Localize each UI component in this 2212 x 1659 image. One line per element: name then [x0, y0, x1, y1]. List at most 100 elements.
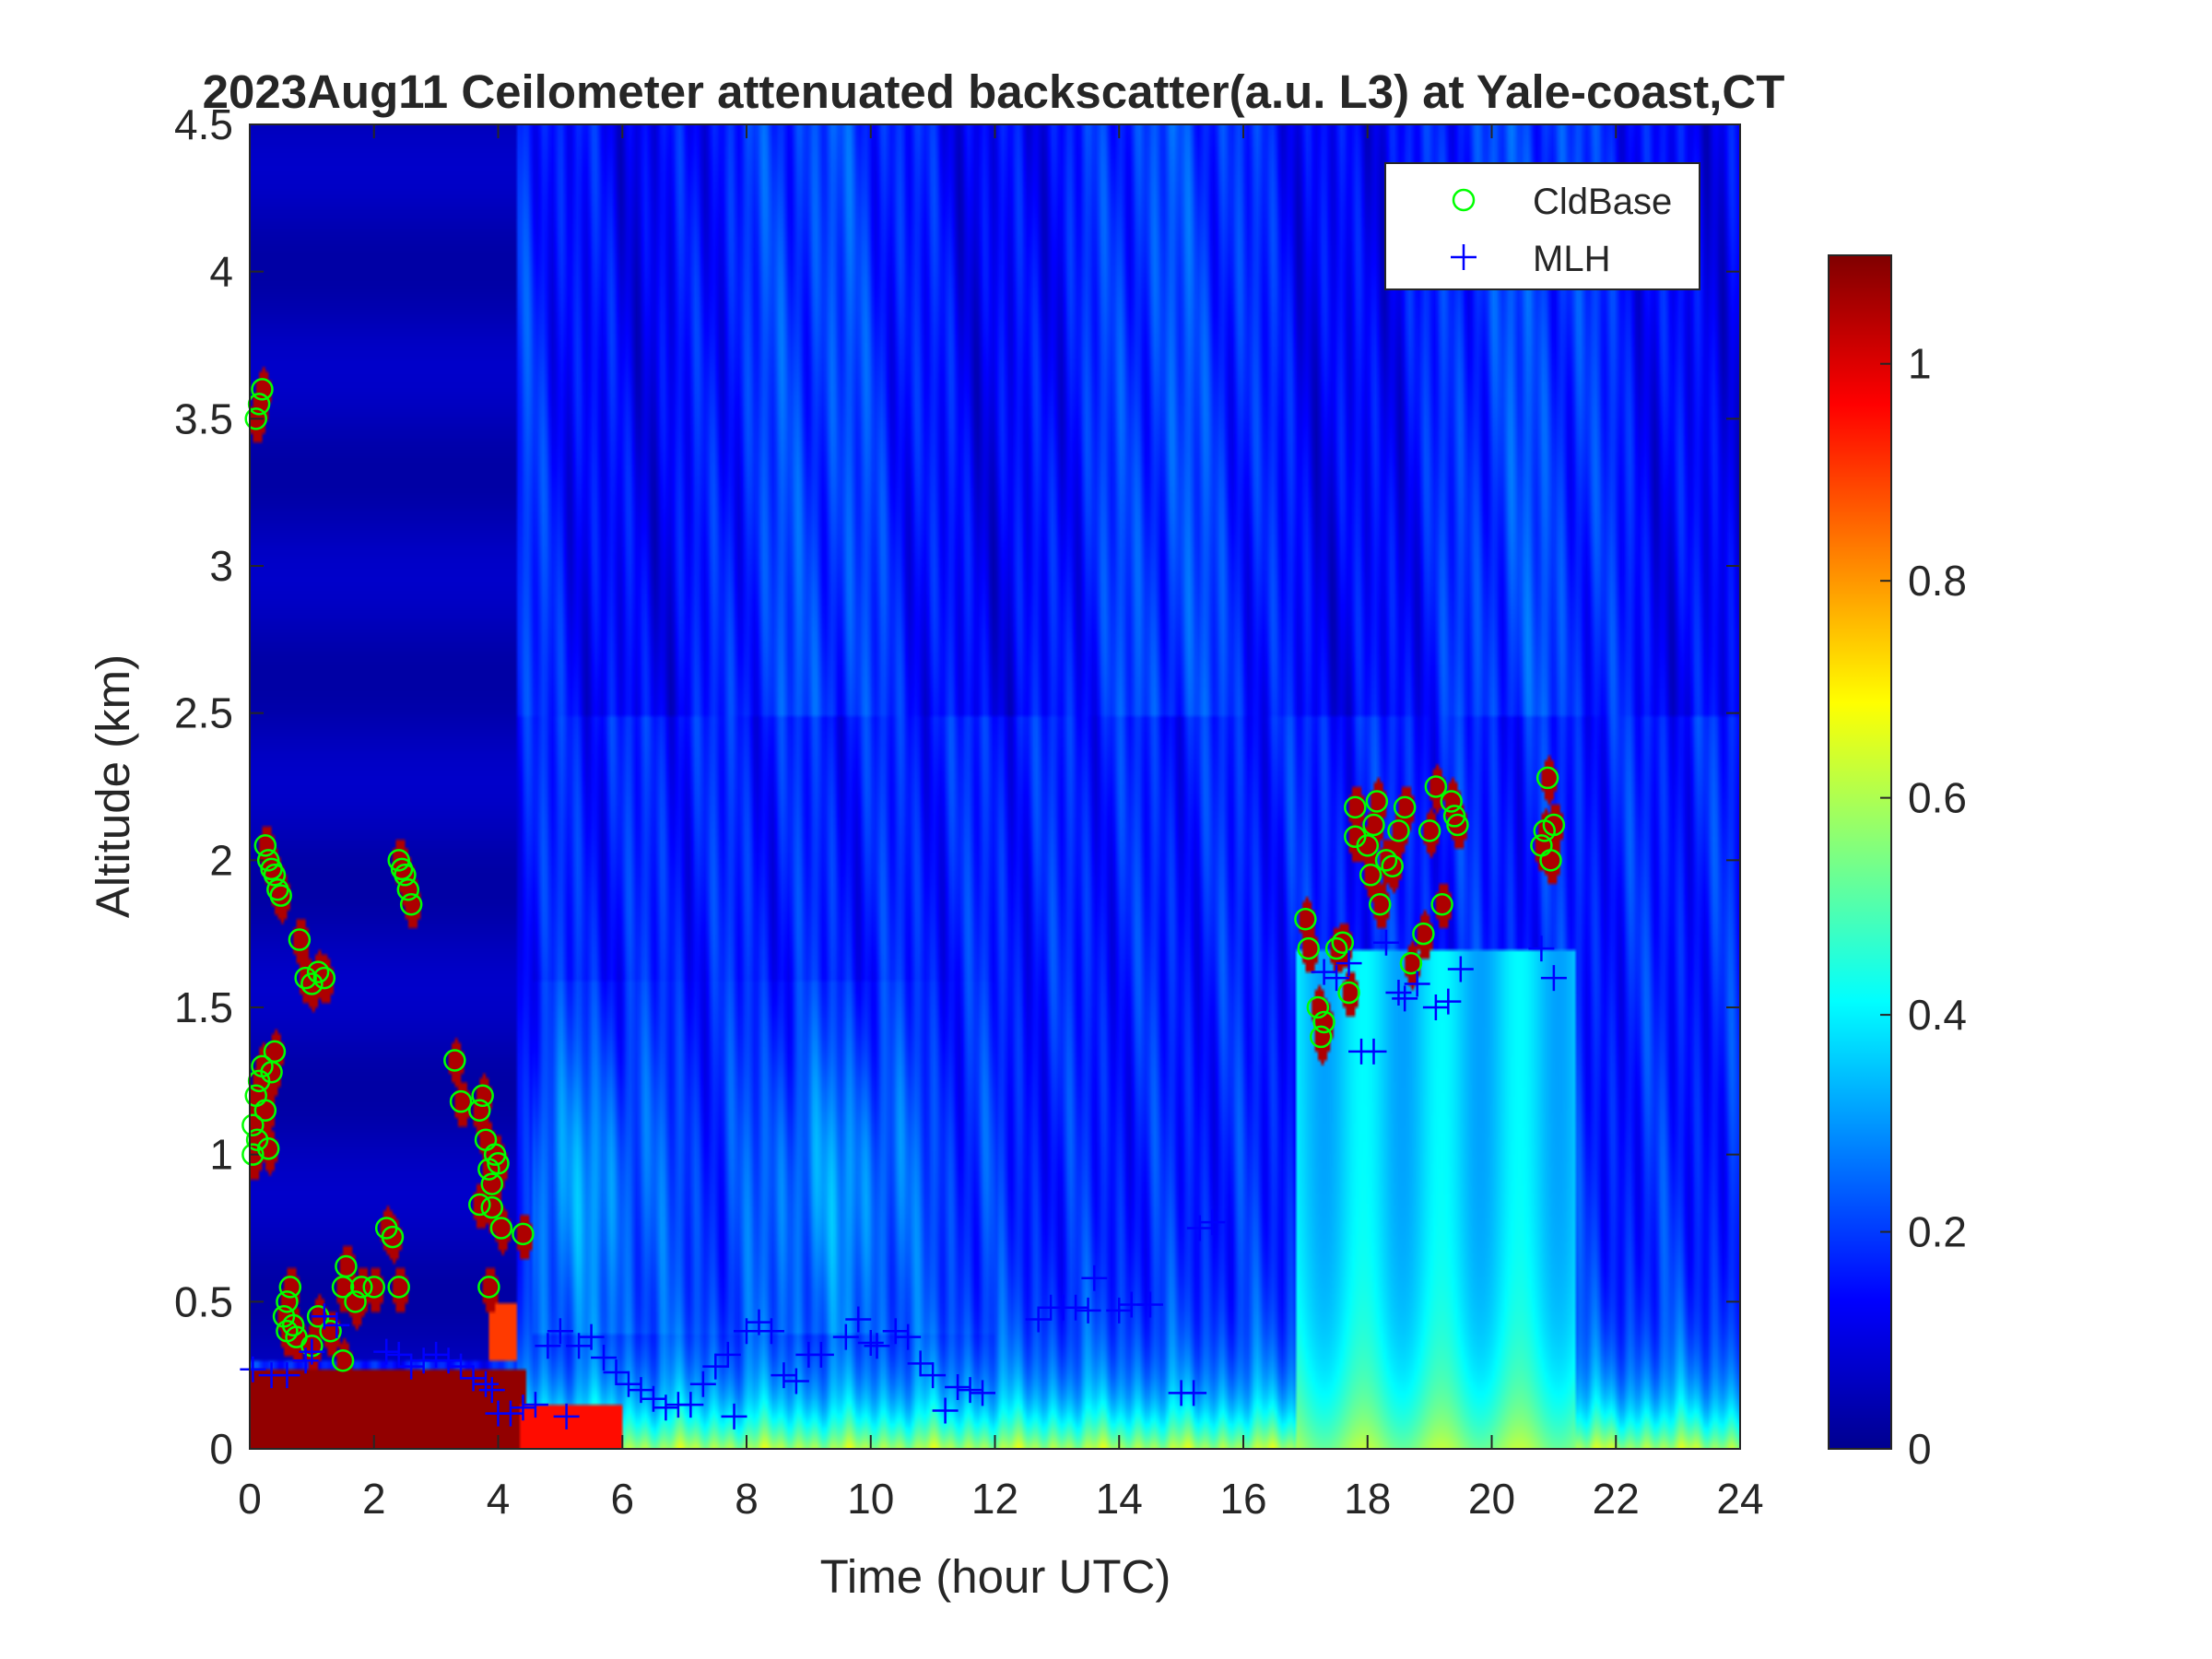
mlh-point	[1186, 1215, 1213, 1241]
legend: CldBase MLH	[1384, 162, 1700, 290]
mlh-point	[1385, 980, 1412, 1006]
cldbase-point	[394, 864, 417, 887]
colorbar-tick-label: 0.6	[1908, 774, 1967, 822]
cldbase-point	[256, 1137, 280, 1160]
cldbase-point	[1446, 813, 1469, 837]
y-axis: 0 0.5 1 1.5 2 2.5 3 3.5 4 4.5	[174, 100, 1740, 1473]
mlh-point	[845, 1306, 872, 1333]
y-tick-label: 2	[209, 836, 233, 884]
x-axis-label: Time (hour UTC)	[820, 1550, 1171, 1603]
cldbase-point	[1324, 936, 1348, 960]
x-tick-label: 18	[1344, 1475, 1391, 1523]
cldbase-point	[489, 1217, 513, 1240]
x-tick-label: 8	[735, 1475, 759, 1523]
mlh-point	[1528, 935, 1555, 962]
cldbase-point	[1356, 834, 1379, 857]
chart-title: 2023Aug11 Ceilometer attenuated backscat…	[203, 65, 1785, 118]
cldbase-point	[1297, 936, 1320, 960]
y-tick-label: 1.5	[174, 983, 233, 1031]
legend-cldbase-marker	[1452, 188, 1476, 212]
mlh-point	[473, 1371, 500, 1397]
mlh-point	[1447, 956, 1474, 982]
cldbase-point	[1331, 931, 1355, 954]
cldbase-point	[281, 1313, 305, 1337]
x-tick-label: 2	[362, 1475, 386, 1523]
mlh-point	[615, 1371, 641, 1397]
mlh-point	[1435, 988, 1462, 1015]
mlh-point	[1106, 1297, 1133, 1324]
mlh-point	[448, 1353, 475, 1380]
cldbase-point	[1362, 813, 1385, 837]
legend-box	[1384, 162, 1700, 290]
cldbase-point	[1306, 995, 1330, 1019]
mlh-point	[771, 1362, 797, 1389]
cldbase-point	[253, 1099, 277, 1123]
mlh-point	[578, 1324, 605, 1350]
colorbar-gradient	[1828, 254, 1892, 1450]
cldbase-point	[1430, 892, 1453, 916]
mlh-point	[1075, 1297, 1101, 1324]
mlh-point	[689, 1371, 716, 1397]
mlh-point	[945, 1373, 971, 1400]
backscatter-heatmap	[250, 124, 1740, 1449]
y-tick-label: 3.5	[174, 394, 233, 442]
cldbase-point	[1344, 795, 1367, 819]
cldbase-point	[1539, 849, 1562, 872]
x-tick-label: 0	[238, 1475, 262, 1523]
cldbase-point	[1387, 819, 1410, 842]
cldbase-point	[253, 834, 277, 857]
cldbase-point	[251, 378, 274, 401]
cldbase-point	[396, 878, 420, 901]
cldbase-point	[1312, 1010, 1335, 1034]
mlh-point	[510, 1394, 536, 1421]
cldbase-point	[474, 1128, 498, 1151]
mlh-point	[522, 1392, 548, 1418]
cldbase-point	[381, 1225, 405, 1249]
mlh-point	[957, 1377, 983, 1404]
cldbase-point	[512, 1222, 535, 1246]
mlh-point	[535, 1333, 561, 1359]
x-tick-label: 24	[1716, 1475, 1763, 1523]
mlh-point	[435, 1347, 462, 1374]
cldbase-point	[241, 1143, 265, 1166]
x-tick-label: 12	[971, 1475, 1018, 1523]
cldbase-point	[1309, 1025, 1333, 1049]
mlh-point	[478, 1377, 505, 1404]
mlh-point	[299, 1338, 325, 1365]
mlh-point	[1199, 1209, 1226, 1236]
mlh-point	[702, 1353, 729, 1380]
cldbase-point	[312, 966, 336, 990]
plot-frame	[249, 124, 1741, 1450]
cldbase-point	[344, 1290, 367, 1313]
cldbase-point	[471, 1084, 494, 1108]
y-axis-label: Altitude (km)	[87, 654, 139, 918]
cldbase-point	[1337, 981, 1360, 1005]
mlh-point	[882, 1318, 909, 1345]
cldbase-point	[1535, 766, 1559, 790]
cldbase-point	[331, 1348, 355, 1372]
cldbase-point	[1368, 892, 1392, 916]
mlh-point	[1422, 994, 1449, 1020]
mlh-point	[1392, 985, 1418, 1012]
colorbar-tick-label: 0.4	[1908, 991, 1967, 1039]
cldbase-point	[244, 407, 267, 430]
mlh-point	[547, 1318, 573, 1345]
mlh-point	[1335, 950, 1362, 977]
mlh-point	[895, 1324, 922, 1350]
mlh-point	[653, 1394, 679, 1421]
colorbar-tick-label: 0.2	[1908, 1208, 1967, 1256]
legend-mlh-label: MLH	[1533, 239, 1610, 279]
mlh-point	[1324, 965, 1350, 992]
cldbase-point	[319, 1320, 342, 1343]
colorbar-tick-label: 0.8	[1908, 557, 1967, 605]
mlh-point	[497, 1400, 524, 1427]
cldbase-point	[387, 1276, 410, 1299]
mlh-point	[324, 1312, 350, 1338]
cldbase-point	[1440, 790, 1463, 813]
cldbase-point	[1359, 864, 1382, 887]
cldbase-point	[276, 1290, 299, 1313]
mlh-point	[1136, 1291, 1163, 1318]
mlh-point	[864, 1333, 890, 1359]
